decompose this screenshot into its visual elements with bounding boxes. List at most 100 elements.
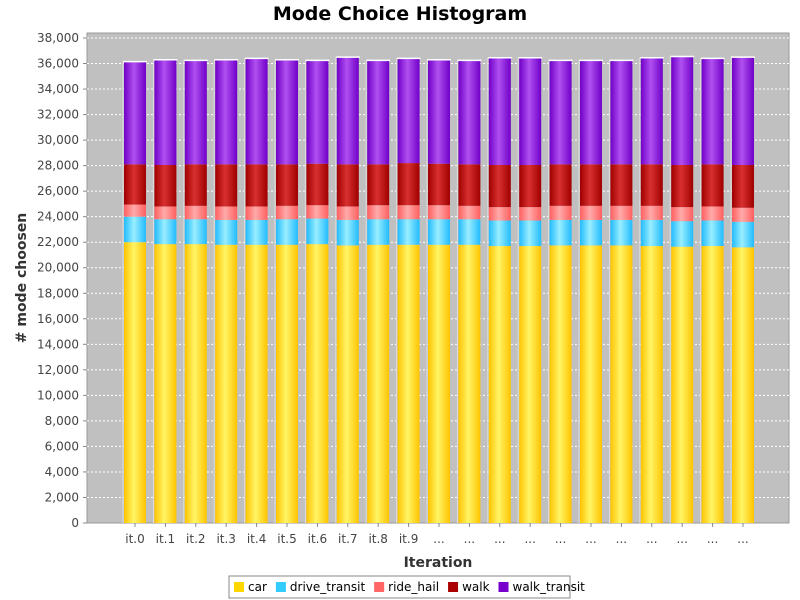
bar-segment-walk_transit	[458, 60, 481, 165]
bar-segment-walk	[732, 164, 754, 208]
bar-segment-walk	[367, 164, 390, 206]
bar-segment-walk_transit	[397, 58, 420, 164]
bar-segment-car	[306, 244, 329, 523]
bar-segment-car	[124, 242, 146, 524]
bar-segment-car	[184, 244, 207, 523]
x-tick-label: ...	[737, 532, 748, 546]
bar-stack	[669, 55, 695, 524]
legend-label: ride_hail	[388, 580, 439, 594]
x-tick-label: it.6	[308, 532, 328, 546]
y-tick-label: 24,000	[37, 210, 79, 224]
x-tick-label: it.8	[368, 532, 388, 546]
legend-swatch	[374, 582, 385, 592]
y-tick-label: 34,000	[37, 82, 79, 96]
legend-box	[228, 575, 571, 599]
x-tick-label: ...	[494, 532, 505, 546]
bar-segment-drive_transit	[488, 220, 511, 247]
bar-segment-walk_transit	[154, 59, 177, 165]
legend: car drive_transit ride_hail walk walk_transi…	[228, 575, 586, 599]
bar-segment-walk	[306, 163, 329, 206]
bar-stack	[456, 59, 482, 523]
legend-item-walk_transit: walk_transit	[498, 580, 586, 594]
bars	[122, 55, 755, 524]
bar-segment-walk_transit	[701, 58, 724, 165]
bar-segment-drive_transit	[245, 219, 268, 245]
y-tick-label: 28,000	[37, 159, 79, 173]
bar-segment-drive_transit	[732, 221, 754, 248]
bar-segment-car	[671, 246, 694, 524]
bar-stack	[426, 58, 451, 523]
bar-segment-ride_hail	[184, 205, 207, 220]
bar-segment-ride_hail	[367, 205, 390, 220]
y-tick-label: 26,000	[37, 184, 79, 198]
bar-segment-walk	[184, 164, 207, 206]
y-tick-label: 38,000	[37, 31, 79, 45]
legend-swatch	[448, 582, 459, 592]
bar-segment-car	[580, 245, 602, 524]
bar-segment-ride_hail	[397, 205, 420, 220]
y-tick-label: 6,000	[45, 439, 79, 453]
x-tick-label: it.7	[338, 532, 358, 546]
x-tick-label: it.4	[247, 532, 267, 546]
bar-stack	[396, 57, 421, 523]
bar-segment-walk	[549, 164, 572, 206]
bar-segment-walk_transit	[245, 58, 268, 165]
x-axis-title: Iteration	[404, 555, 473, 571]
bar-segment-walk_transit	[124, 61, 146, 165]
bar-segment-drive_transit	[458, 219, 481, 245]
bar-segment-drive_transit	[701, 220, 724, 247]
bar-segment-walk	[701, 164, 724, 207]
bar-stack	[335, 56, 360, 524]
bar-segment-car	[640, 246, 663, 523]
bar-segment-drive_transit	[397, 219, 420, 245]
y-tick-label: 16,000	[37, 312, 79, 326]
bar-segment-ride_hail	[640, 205, 663, 220]
legend-label: walk_transit	[513, 580, 586, 594]
bar-stack	[639, 57, 664, 523]
y-tick-label: 18,000	[37, 286, 79, 300]
legend-item-ride_hail: ride_hail	[374, 580, 439, 594]
bar-segment-ride_hail	[306, 205, 329, 219]
bar-segment-ride_hail	[488, 207, 511, 221]
bar-segment-drive_transit	[184, 219, 207, 245]
bar-segment-car	[519, 246, 542, 523]
bar-segment-ride_hail	[245, 206, 268, 220]
x-tick-label: ...	[524, 532, 535, 546]
bar-segment-walk	[458, 164, 481, 206]
bar-segment-walk	[671, 164, 694, 208]
bar-segment-walk	[215, 164, 238, 207]
bar-segment-walk	[488, 164, 511, 208]
x-tick-label: ...	[464, 532, 475, 546]
x-tick-label: it.2	[186, 532, 206, 546]
bar-segment-walk	[124, 164, 146, 205]
y-tick-label: 14,000	[37, 337, 79, 351]
bar-segment-ride_hail	[336, 206, 359, 220]
bar-segment-walk_transit	[336, 57, 359, 165]
bar-segment-car	[458, 244, 481, 523]
legend-swatch	[234, 582, 244, 592]
bar-stack	[304, 59, 330, 523]
x-tick-label: it.5	[277, 532, 297, 546]
bar-stack	[487, 57, 512, 523]
bar-segment-drive_transit	[336, 219, 359, 246]
bar-segment-drive_transit	[428, 219, 450, 245]
x-tick-label: ...	[646, 532, 657, 546]
bar-segment-walk	[610, 164, 633, 206]
x-tick-label: it.0	[125, 532, 145, 546]
bar-segment-drive_transit	[671, 221, 694, 247]
bar-segment-car	[701, 246, 724, 523]
bar-stack	[244, 57, 269, 523]
bar-segment-walk_transit	[610, 60, 633, 165]
y-tick-label: 0	[71, 516, 79, 530]
bar-segment-drive_transit	[580, 219, 602, 246]
legend-swatch	[498, 582, 509, 592]
bar-segment-walk_transit	[428, 59, 450, 164]
bar-segment-ride_hail	[124, 204, 146, 217]
bar-segment-ride_hail	[519, 207, 542, 221]
y-tick-label: 2,000	[45, 490, 79, 504]
bar-segment-walk_transit	[519, 57, 542, 165]
bar-segment-walk_transit	[732, 57, 754, 165]
y-tick-label: 22,000	[37, 235, 79, 249]
bar-segment-walk_transit	[488, 57, 511, 165]
bar-stack	[578, 59, 603, 524]
